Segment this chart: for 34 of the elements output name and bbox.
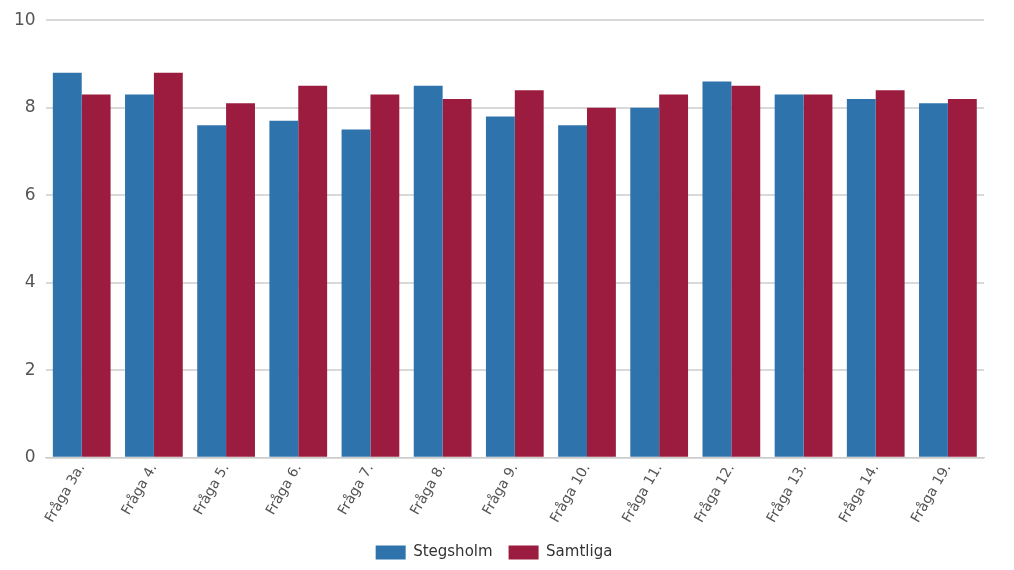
legend-label: Stegsholm xyxy=(413,542,493,561)
bar xyxy=(197,125,227,457)
y-tick-label: 6 xyxy=(24,183,36,204)
y-tick-label: 4 xyxy=(24,271,36,292)
y-tick-label: 2 xyxy=(24,358,36,379)
bar xyxy=(81,94,111,457)
bar xyxy=(341,129,371,457)
bar xyxy=(846,98,876,457)
y-tick-label: 10 xyxy=(13,8,36,29)
bar xyxy=(659,94,689,457)
bar xyxy=(947,98,977,457)
bar xyxy=(875,90,905,457)
bar xyxy=(442,98,472,457)
bar xyxy=(514,90,544,457)
bar xyxy=(587,107,616,457)
bar xyxy=(485,116,515,457)
bar xyxy=(269,120,299,457)
bar xyxy=(153,72,183,457)
bar xyxy=(630,107,660,457)
bar xyxy=(558,125,587,457)
bar xyxy=(919,103,948,457)
bar xyxy=(52,72,82,457)
bar xyxy=(803,94,833,457)
bar xyxy=(774,94,804,457)
bar xyxy=(413,85,443,457)
bar xyxy=(125,94,154,457)
bar xyxy=(370,94,400,457)
y-tick-label: 8 xyxy=(24,96,36,117)
bar xyxy=(731,85,761,457)
bar xyxy=(702,81,732,457)
bar xyxy=(298,85,328,457)
y-tick-label: 0 xyxy=(24,446,36,467)
bar xyxy=(226,103,255,457)
legend-label: Samtliga xyxy=(546,542,613,561)
